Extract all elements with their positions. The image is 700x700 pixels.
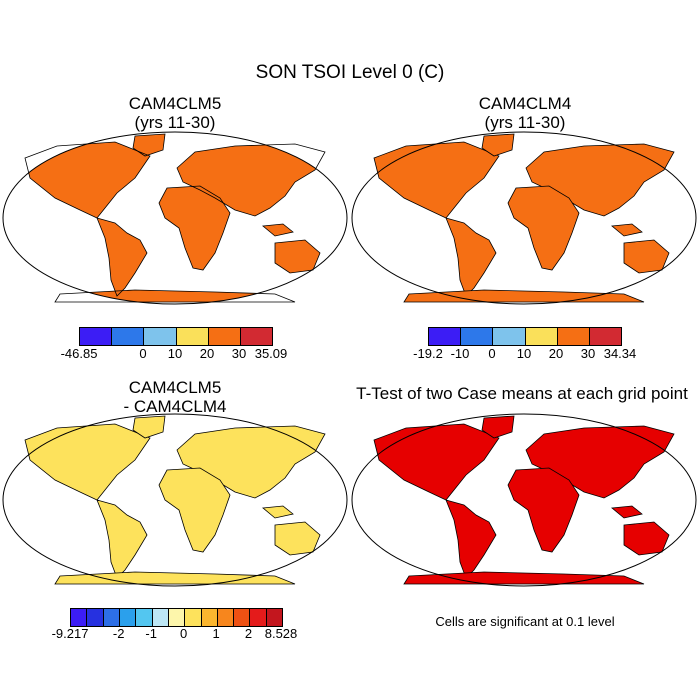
colorbar-label: 20: [548, 346, 564, 361]
panel1-subtitle: (yrs 11-30): [134, 113, 216, 132]
colorbar-swatch: [168, 609, 186, 626]
colorbar-label: 30: [580, 346, 596, 361]
colorbar-label: 0: [139, 346, 147, 361]
colorbar-swatch: [144, 328, 177, 345]
colorbar-swatch: [136, 609, 153, 626]
colorbar-label: 10: [167, 346, 183, 361]
colorbar-swatch: [234, 609, 251, 626]
colorbar-swatch: [201, 609, 218, 626]
panel1-title: CAM4CLM5: [128, 94, 222, 113]
colorbar-panel3: [70, 608, 283, 627]
colorbar-panel1: [79, 327, 273, 346]
map-panel-3: [24, 415, 326, 585]
colorbar-swatch: [217, 609, 235, 626]
colorbar-swatch: [80, 328, 113, 345]
colorbar-swatch: [493, 328, 526, 345]
colorbar-panel2: [428, 327, 622, 346]
panel4-title: T-Test of two Case means at each grid po…: [356, 384, 688, 403]
colorbar-swatch: [112, 328, 145, 345]
colorbar-swatch: [87, 609, 104, 626]
colorbar-label: 34.34: [603, 346, 637, 361]
colorbar-label: -9.217: [51, 626, 89, 641]
panel2-title: CAM4CLM4: [478, 94, 572, 113]
colorbar-swatch: [71, 609, 88, 626]
colorbar-label: -2: [112, 626, 125, 641]
colorbar-swatch: [589, 328, 622, 345]
colorbar-swatch: [176, 328, 209, 345]
panel3-subtitle: - CAM4CLM4: [123, 397, 227, 416]
colorbar-label: -46.85: [60, 346, 98, 361]
colorbar-swatch: [429, 328, 462, 345]
colorbar-label: -10: [450, 346, 470, 361]
colorbar-label: 30: [231, 346, 247, 361]
colorbar-swatch: [461, 328, 494, 345]
colorbar-label: 35.09: [254, 346, 288, 361]
colorbar-swatch: [119, 609, 137, 626]
map-panel-1: [25, 134, 325, 302]
colorbar-swatch: [240, 328, 273, 345]
colorbar-swatch: [185, 609, 202, 626]
figure-title: SON TSOI Level 0 (C): [255, 62, 445, 83]
colorbar-swatch: [152, 609, 169, 626]
colorbar-label: 20: [199, 346, 215, 361]
colorbar-label: 8.528: [264, 626, 298, 641]
colorbar-swatch: [557, 328, 590, 345]
colorbar-label: 0: [179, 626, 188, 641]
colorbar-swatch: [266, 609, 283, 626]
colorbar-label: 2: [244, 626, 253, 641]
colorbar-swatch: [250, 609, 267, 626]
colorbar-label: 1: [212, 626, 220, 641]
panel3-title: CAM4CLM5: [128, 378, 222, 397]
colorbar-label: -19.2: [413, 346, 443, 361]
map-panel-4: [373, 415, 675, 585]
colorbar-swatch: [525, 328, 558, 345]
panel2-subtitle: (yrs 11-30): [484, 113, 566, 132]
colorbar-swatch: [208, 328, 241, 345]
significance-note: Cells are significant at 0.1 level: [435, 614, 615, 629]
map-panel-2: [373, 133, 675, 303]
colorbar-swatch: [103, 609, 120, 626]
colorbar-label: 10: [516, 346, 532, 361]
colorbar-label: 0: [488, 346, 496, 361]
colorbar-label: -1: [145, 626, 157, 641]
